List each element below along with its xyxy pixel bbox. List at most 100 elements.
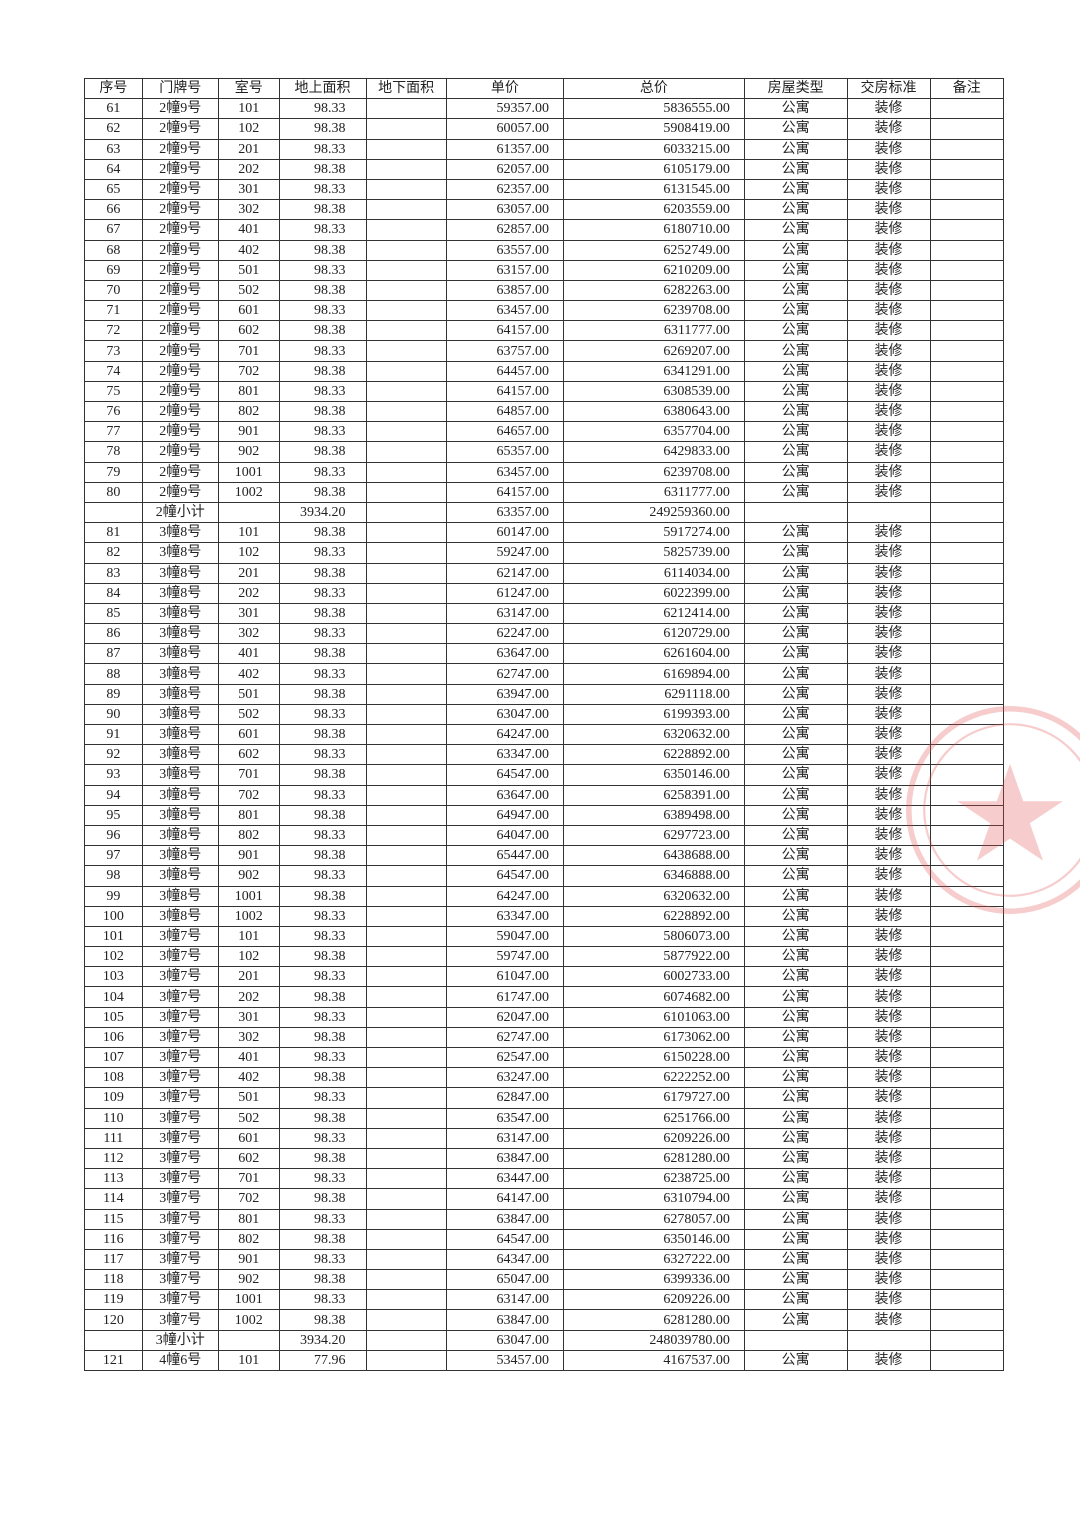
cell-type: 公寓 bbox=[744, 603, 847, 623]
cell-door: 2幢9号 bbox=[142, 99, 218, 119]
cell-seq: 75 bbox=[85, 381, 143, 401]
cell-area-below bbox=[366, 341, 446, 361]
cell-type: 公寓 bbox=[744, 543, 847, 563]
cell-std: 装修 bbox=[847, 1189, 930, 1209]
cell-area-below bbox=[366, 1068, 446, 1088]
cell-room: 1001 bbox=[218, 886, 279, 906]
cell-room: 302 bbox=[218, 1027, 279, 1047]
cell-door: 2幢9号 bbox=[142, 200, 218, 220]
cell-total-price: 6022399.00 bbox=[564, 583, 745, 603]
cell-room: 102 bbox=[218, 947, 279, 967]
cell-room: 402 bbox=[218, 664, 279, 684]
cell-door: 3幢8号 bbox=[142, 785, 218, 805]
cell-std: 装修 bbox=[847, 664, 930, 684]
cell-door: 3幢7号 bbox=[142, 1128, 218, 1148]
cell-door: 3幢8号 bbox=[142, 583, 218, 603]
cell-type: 公寓 bbox=[744, 1270, 847, 1290]
subtotal-row: 2幢小计3934.2063357.00249259360.00 bbox=[85, 502, 1004, 522]
cell-note bbox=[930, 947, 1003, 967]
cell-note bbox=[930, 502, 1003, 522]
table-row: 672幢9号40198.3362857.006180710.00公寓装修 bbox=[85, 220, 1004, 240]
cell-std: 装修 bbox=[847, 1108, 930, 1128]
cell-total-price: 6438688.00 bbox=[564, 846, 745, 866]
cell-std bbox=[847, 1330, 930, 1350]
cell-room: 301 bbox=[218, 1007, 279, 1027]
cell-type: 公寓 bbox=[744, 866, 847, 886]
cell-type: 公寓 bbox=[744, 1088, 847, 1108]
table-row: 1214幢6号10177.9653457.004167537.00公寓装修 bbox=[85, 1350, 1004, 1370]
cell-door: 2幢9号 bbox=[142, 301, 218, 321]
cell-room: 102 bbox=[218, 543, 279, 563]
cell-note bbox=[930, 906, 1003, 926]
cell-type: 公寓 bbox=[744, 1128, 847, 1148]
cell-door: 2幢小计 bbox=[142, 502, 218, 522]
cell-area-above: 98.33 bbox=[279, 785, 366, 805]
cell-unit-price: 59357.00 bbox=[446, 99, 563, 119]
cell-unit-price: 64147.00 bbox=[446, 1189, 563, 1209]
cell-std: 装修 bbox=[847, 1310, 930, 1330]
cell-type: 公寓 bbox=[744, 886, 847, 906]
cell-area-below bbox=[366, 260, 446, 280]
cell-door: 2幢9号 bbox=[142, 260, 218, 280]
cell-type: 公寓 bbox=[744, 381, 847, 401]
cell-total-price: 6281280.00 bbox=[564, 1310, 745, 1330]
cell-type: 公寓 bbox=[744, 301, 847, 321]
table-row: 853幢8号30198.3863147.006212414.00公寓装修 bbox=[85, 603, 1004, 623]
cell-std: 装修 bbox=[847, 583, 930, 603]
cell-door: 3幢8号 bbox=[142, 805, 218, 825]
cell-unit-price: 62547.00 bbox=[446, 1048, 563, 1068]
cell-area-above: 98.38 bbox=[279, 603, 366, 623]
cell-door: 3幢8号 bbox=[142, 725, 218, 745]
cell-total-price: 6199393.00 bbox=[564, 704, 745, 724]
cell-std bbox=[847, 502, 930, 522]
cell-total-price: 6203559.00 bbox=[564, 200, 745, 220]
cell-area-above: 98.33 bbox=[279, 462, 366, 482]
cell-total-price: 6429833.00 bbox=[564, 442, 745, 462]
cell-room: 602 bbox=[218, 1148, 279, 1168]
cell-std: 装修 bbox=[847, 1068, 930, 1088]
table-row: 802幢9号100298.3864157.006311777.00公寓装修 bbox=[85, 482, 1004, 502]
cell-type: 公寓 bbox=[744, 825, 847, 845]
table-row: 843幢8号20298.3361247.006022399.00公寓装修 bbox=[85, 583, 1004, 603]
cell-area-above: 3934.20 bbox=[279, 502, 366, 522]
cell-area-above: 98.33 bbox=[279, 179, 366, 199]
cell-note bbox=[930, 745, 1003, 765]
col-type: 房屋类型 bbox=[744, 79, 847, 99]
cell-area-below bbox=[366, 1169, 446, 1189]
cell-area-above: 98.38 bbox=[279, 1189, 366, 1209]
table-row: 652幢9号30198.3362357.006131545.00公寓装修 bbox=[85, 179, 1004, 199]
table-row: 622幢9号10298.3860057.005908419.00公寓装修 bbox=[85, 119, 1004, 139]
table-row: 1033幢7号20198.3361047.006002733.00公寓装修 bbox=[85, 967, 1004, 987]
cell-seq: 101 bbox=[85, 926, 143, 946]
cell-type: 公寓 bbox=[744, 1068, 847, 1088]
cell-area-below bbox=[366, 462, 446, 482]
cell-total-price: 6341291.00 bbox=[564, 361, 745, 381]
cell-room: 302 bbox=[218, 200, 279, 220]
cell-note bbox=[930, 684, 1003, 704]
col-seq: 序号 bbox=[85, 79, 143, 99]
cell-total-price: 6228892.00 bbox=[564, 745, 745, 765]
cell-door: 3幢7号 bbox=[142, 1209, 218, 1229]
cell-unit-price: 63847.00 bbox=[446, 1148, 563, 1168]
cell-room: 201 bbox=[218, 563, 279, 583]
cell-seq: 85 bbox=[85, 603, 143, 623]
cell-total-price: 6101063.00 bbox=[564, 1007, 745, 1027]
cell-room: 501 bbox=[218, 1088, 279, 1108]
cell-total-price: 4167537.00 bbox=[564, 1350, 745, 1370]
cell-total-price: 6173062.00 bbox=[564, 1027, 745, 1047]
cell-room: 201 bbox=[218, 139, 279, 159]
table-row: 702幢9号50298.3863857.006282263.00公寓装修 bbox=[85, 280, 1004, 300]
cell-type: 公寓 bbox=[744, 200, 847, 220]
cell-std: 装修 bbox=[847, 523, 930, 543]
cell-area-below bbox=[366, 785, 446, 805]
cell-unit-price: 59047.00 bbox=[446, 926, 563, 946]
cell-area-below bbox=[366, 139, 446, 159]
cell-unit-price: 63347.00 bbox=[446, 745, 563, 765]
cell-room: 602 bbox=[218, 745, 279, 765]
table-row: 792幢9号100198.3363457.006239708.00公寓装修 bbox=[85, 462, 1004, 482]
cell-std: 装修 bbox=[847, 765, 930, 785]
cell-door: 2幢9号 bbox=[142, 179, 218, 199]
cell-door: 2幢9号 bbox=[142, 240, 218, 260]
cell-room: 901 bbox=[218, 846, 279, 866]
cell-area-below bbox=[366, 1350, 446, 1370]
